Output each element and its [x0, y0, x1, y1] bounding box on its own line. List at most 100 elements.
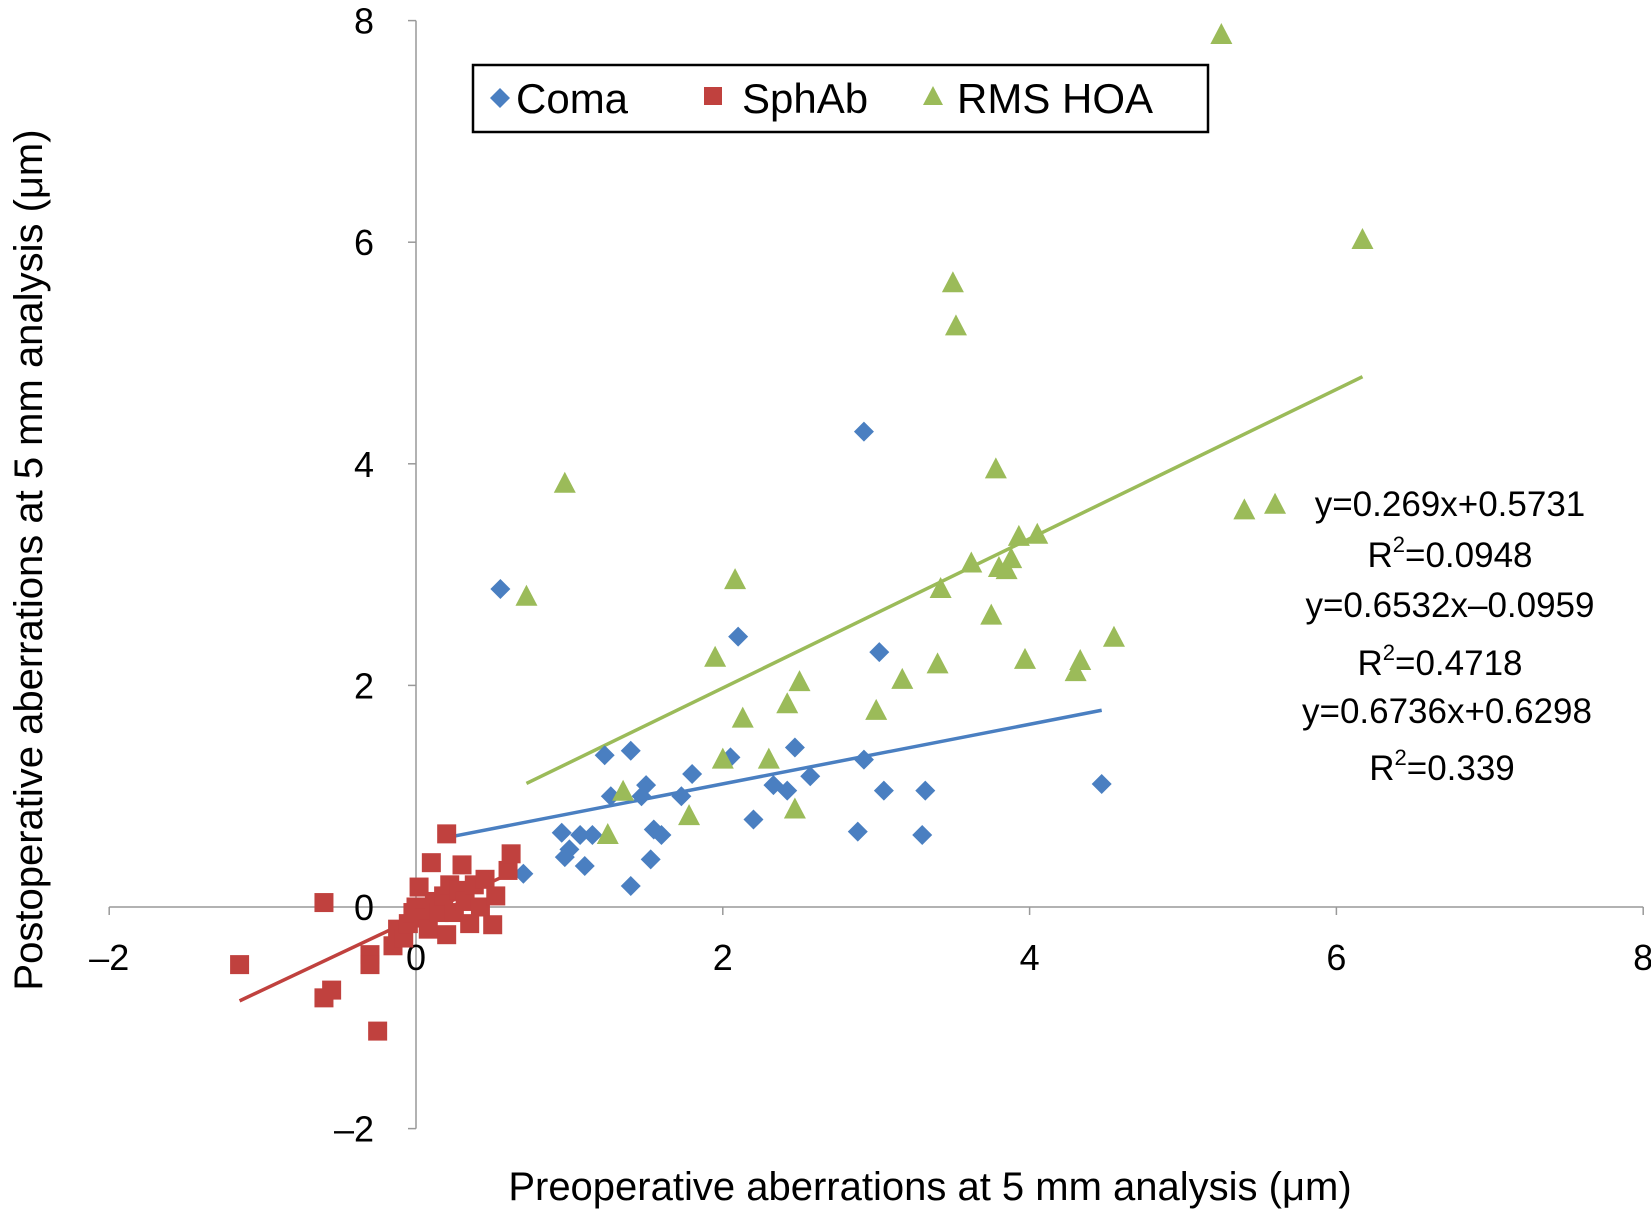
- point-coma: [915, 780, 936, 801]
- point-coma: [784, 737, 805, 758]
- point-rms-hoa: [941, 271, 964, 293]
- trendline-equations: y=0.269x+0.5731 R2=0.0948 y=0.6532x–0.09…: [1302, 485, 1595, 788]
- point-coma: [620, 875, 641, 896]
- equation-sphab: y=0.6532x–0.0959: [1305, 586, 1594, 625]
- point-coma: [490, 579, 511, 600]
- point-coma: [873, 780, 894, 801]
- legend-rms-hoa-marker-icon: [923, 86, 943, 105]
- legend-label-rms-hoa: RMS HOA: [957, 75, 1153, 122]
- legend-label-coma: Coma: [516, 75, 629, 122]
- point-sphab: [314, 893, 334, 913]
- point-sphab: [418, 919, 438, 939]
- point-rms-hoa: [711, 747, 734, 769]
- point-sphab: [230, 955, 250, 975]
- point-sphab: [437, 824, 457, 844]
- point-coma: [574, 856, 595, 877]
- point-coma: [800, 766, 821, 787]
- x-tick-label: 6: [1326, 937, 1346, 978]
- point-coma: [853, 749, 874, 770]
- legend: Coma SphAb RMS HOA: [471, 63, 1210, 134]
- point-sphab: [368, 1021, 388, 1041]
- point-rms-hoa: [1026, 522, 1049, 544]
- point-rms-hoa: [960, 551, 983, 573]
- point-coma: [636, 775, 657, 796]
- point-rms-hoa: [891, 667, 914, 689]
- trendline-rms-hoa: [525, 375, 1364, 786]
- x-tick-label: –2: [89, 937, 129, 978]
- point-rms-hoa: [596, 822, 619, 844]
- point-rms-hoa: [515, 584, 538, 606]
- point-sphab: [475, 869, 495, 889]
- point-sphab: [455, 891, 475, 911]
- x-tick-label: 2: [713, 937, 733, 978]
- point-rms-hoa: [553, 471, 576, 493]
- equation-coma: y=0.269x+0.5731: [1315, 485, 1586, 524]
- point-coma: [682, 764, 703, 785]
- point-rms-hoa: [1210, 23, 1233, 45]
- point-rms-hoa: [1000, 547, 1023, 569]
- point-sphab: [460, 914, 480, 934]
- point-rms-hoa: [980, 603, 1003, 625]
- point-rms-hoa: [776, 692, 799, 714]
- point-sphab: [483, 915, 503, 935]
- point-coma: [853, 421, 874, 442]
- point-sphab: [486, 886, 506, 906]
- point-coma: [777, 780, 798, 801]
- trendline-coma: [446, 708, 1103, 840]
- point-coma: [847, 821, 868, 842]
- y-tick-label: 4: [354, 444, 374, 485]
- point-coma: [640, 849, 661, 870]
- x-tick-label: 4: [1020, 937, 1040, 978]
- point-rms-hoa: [724, 568, 747, 590]
- point-rms-hoa: [1233, 498, 1256, 520]
- point-coma: [869, 642, 890, 663]
- point-sphab: [498, 860, 518, 880]
- point-coma: [513, 863, 534, 884]
- point-coma: [1091, 774, 1112, 795]
- point-rms-hoa: [1264, 492, 1287, 514]
- point-coma: [620, 740, 641, 761]
- r2-sphab: R2=0.4718: [1357, 640, 1522, 683]
- point-rms-hoa: [944, 314, 967, 336]
- point-rms-hoa: [1351, 227, 1374, 249]
- point-coma: [912, 824, 933, 845]
- x-tick-label: 8: [1633, 937, 1651, 978]
- point-coma: [551, 822, 572, 843]
- legend-sphab-marker-icon: [704, 87, 722, 105]
- point-sphab: [322, 980, 342, 1000]
- point-sphab: [409, 877, 429, 897]
- point-rms-hoa: [1013, 647, 1036, 669]
- y-tick-label: 2: [354, 665, 374, 706]
- data-points: [230, 23, 1374, 1041]
- y-axis-title: Postoperative aberrations at 5 mm analys…: [7, 129, 51, 990]
- point-coma: [570, 824, 591, 845]
- y-tick-label: 0: [354, 887, 374, 928]
- point-coma: [582, 824, 603, 845]
- r2-rms-hoa: R2=0.339: [1369, 745, 1515, 788]
- point-coma: [728, 626, 749, 647]
- point-rms-hoa: [678, 804, 701, 826]
- point-coma: [600, 786, 621, 807]
- point-rms-hoa: [984, 457, 1007, 479]
- point-rms-hoa: [926, 652, 949, 674]
- point-rms-hoa: [788, 670, 811, 692]
- point-sphab: [394, 928, 414, 948]
- point-rms-hoa: [612, 779, 635, 801]
- point-sphab: [437, 925, 457, 945]
- x-axis-title: Preoperative aberrations at 5 mm analysi…: [508, 1165, 1351, 1209]
- legend-coma-marker-icon: [490, 88, 510, 108]
- point-sphab: [360, 955, 380, 975]
- equation-rms-hoa: y=0.6736x+0.6298: [1302, 692, 1592, 731]
- point-rms-hoa: [865, 698, 888, 720]
- point-rms-hoa: [929, 577, 952, 599]
- point-rms-hoa: [783, 797, 806, 819]
- point-rms-hoa: [704, 645, 727, 667]
- point-coma: [559, 839, 580, 860]
- legend-box: [471, 63, 1210, 134]
- y-tick-label: 6: [354, 222, 374, 263]
- point-sphab: [470, 897, 490, 917]
- y-tick-label: 8: [354, 1, 374, 42]
- point-rms-hoa: [757, 747, 780, 769]
